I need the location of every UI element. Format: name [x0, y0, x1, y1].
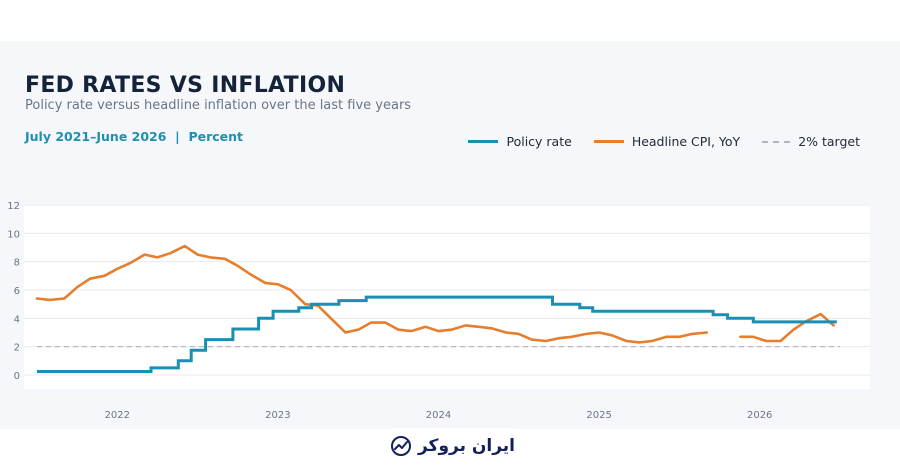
y-tick-label: 8 [14, 258, 20, 269]
legend-label-cpi: Headline CPI, YoY [631, 134, 741, 149]
y-tick-label: 2 [14, 343, 20, 354]
cpi-line [739, 312, 835, 343]
y-tick-label: 12 [7, 201, 20, 212]
meta-separator: | [175, 129, 180, 144]
y-tick-label: 4 [14, 314, 20, 325]
policy-rate-line [37, 295, 837, 373]
unit-label: Percent [188, 129, 244, 144]
chart-trend-icon [390, 436, 411, 456]
cpi-line [35, 244, 708, 344]
chart-meta: July 2021–June 2026 | Percent [25, 129, 243, 144]
x-tick-label: 2026 [747, 410, 772, 421]
x-tick-label: 2024 [426, 410, 451, 421]
legend: Policy rate Headline CPI, YoY 2% target [468, 134, 860, 149]
chart-title: FED RATES VS INFLATION [25, 73, 346, 98]
x-tick-label: 2023 [265, 410, 290, 421]
brand-name: ایران بروکر [417, 436, 516, 456]
legend-swatch-cpi [593, 140, 624, 143]
x-tick-label: 2022 [105, 410, 130, 421]
y-tick-label: 0 [14, 371, 20, 382]
y-tick-label: 10 [7, 229, 20, 240]
x-tick-label: 2025 [586, 410, 611, 421]
legend-swatch-policy-rate [468, 140, 499, 143]
y-tick-label: 6 [14, 286, 20, 297]
legend-item-policy-rate: Policy rate [468, 134, 572, 149]
period-label: July 2021–June 2026 [25, 129, 167, 144]
brand-badge: ایران بروکر [385, 428, 520, 464]
legend-swatch-target [762, 140, 791, 143]
legend-item-target: 2% target [762, 134, 860, 149]
chart-subtitle: Policy rate versus headline inflation ov… [25, 98, 412, 113]
legend-label-target: 2% target [798, 134, 860, 149]
legend-label-policy-rate: Policy rate [506, 134, 572, 149]
legend-item-cpi: Headline CPI, YoY [593, 134, 741, 149]
